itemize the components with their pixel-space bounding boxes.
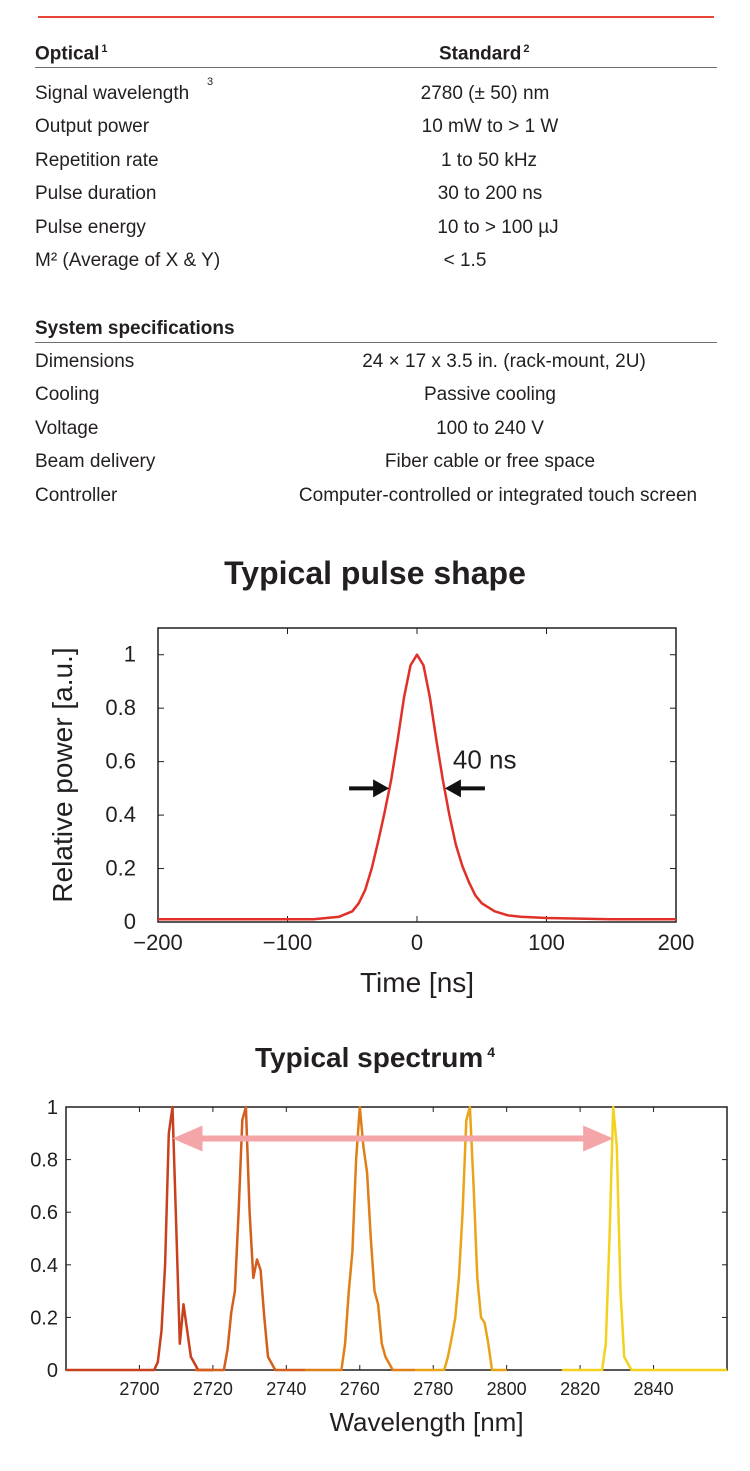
spec-value: 2780 (± 50) nm [420, 83, 550, 104]
system-table-header: System specifications [35, 310, 717, 343]
optical-row: Repetition rate 1 to 50 kHz [35, 143, 717, 176]
footnote-marker: 3 [207, 76, 214, 88]
optical-row: M² (Average of X & Y) < 1.5 [35, 243, 717, 276]
system-row: Dimensions 24 × 17 x 3.5 in. (rack-mount,… [35, 344, 717, 377]
optical-row: Output power 10 mW to > 1 W [35, 109, 717, 142]
spectrum-chart: 2700 2720 2740 2760 2780 2800 2820 2840 0 0.2 0.4 0… [30, 1097, 728, 1437]
standard-heading: Standard 2 [439, 43, 530, 65]
spec-value: < 1.5 [443, 249, 487, 271]
fwhm-annotation: 40 ns [453, 744, 517, 774]
y-tick-label: 0.8 [105, 695, 136, 720]
x-tick-label: 2820 [560, 1379, 600, 1399]
spec-value: 100 to 240 V [436, 417, 544, 439]
x-tick-label: 2700 [119, 1379, 159, 1399]
y-tick-label: 0.2 [30, 1307, 58, 1329]
x-tick-label: −100 [263, 930, 313, 955]
spectrum-peak-line [304, 1105, 415, 1372]
spec-label: Voltage [35, 417, 99, 439]
y-tick-label: 1 [124, 642, 136, 667]
spec-label: M² (Average of X & Y) [35, 249, 221, 271]
y-tick-label: 0.6 [30, 1202, 58, 1224]
spec-value: Fiber cable or free space [384, 451, 596, 473]
spec-label: Output power [35, 116, 150, 138]
system-row: Voltage 100 to 240 V [35, 411, 717, 444]
x-tick-label: 2800 [487, 1379, 527, 1399]
y-tick-label: 0 [47, 1360, 58, 1382]
spec-value: 10 to > 100 µJ [437, 216, 559, 238]
spec-label: Cooling [35, 384, 100, 406]
spec-value: 1 to 50 kHz [440, 149, 538, 171]
spectrum-peak-line [194, 1105, 305, 1372]
x-axis-label: Time [ns] [360, 967, 474, 998]
x-tick-label: 2740 [266, 1379, 306, 1399]
x-tick-label: 200 [658, 930, 695, 955]
system-heading: System specifications [35, 318, 235, 339]
spec-label: Dimensions [35, 351, 135, 372]
spec-value: Computer-controlled or integrated touch … [298, 484, 698, 506]
spec-label: Signal wavelength [35, 83, 190, 104]
spectrum-peak-line [66, 1105, 213, 1372]
y-axis-label: Relative power [a.u.] [47, 647, 78, 902]
x-tick-label: 2780 [413, 1379, 453, 1399]
y-tick-label: 0 [124, 909, 136, 934]
fwhm-arrowhead-left [373, 779, 390, 798]
pulse-shape-chart: −200 −100 0 100 200 0 0.2 0.4 0.6 0.8 1 Time [ns] Re… [47, 627, 695, 998]
optical-row: Pulse energy 10 to > 100 µJ [35, 210, 717, 243]
optical-table-header: Optical 1 Standard 2 [35, 35, 717, 68]
x-tick-label: 2760 [340, 1379, 380, 1399]
optical-row: Pulse duration 30 to 200 ns [35, 176, 717, 209]
x-tick-label: 2720 [193, 1379, 233, 1399]
spec-label: Repetition rate [35, 149, 159, 171]
spec-label: Controller [35, 484, 118, 506]
spectrum-peak-line [561, 1105, 727, 1372]
optical-row: Signal wavelength 3 2780 (± 50) nm [35, 76, 717, 109]
y-tick-label: 0.8 [30, 1150, 58, 1172]
top-accent-line [38, 16, 714, 18]
system-row: Controller Computer-controlled or integra… [35, 478, 717, 511]
system-row: Cooling Passive cooling [35, 377, 717, 410]
x-axis-label: Wavelength [nm] [329, 1407, 523, 1437]
y-tick-label: 0.6 [105, 749, 136, 774]
spec-value: 24 × 17 x 3.5 in. (rack-mount, 2U) [362, 351, 646, 372]
optical-heading: Optical 1 [35, 43, 108, 65]
tuning-arrowhead-left [172, 1125, 203, 1152]
optical-spec-table: Optical 1 Standard 2 Signal wavelength 3 278… [35, 35, 717, 276]
spec-label: Pulse energy [35, 216, 146, 238]
pulse-series-line [158, 653, 676, 921]
y-tick-label: 0.4 [105, 802, 136, 827]
tuning-arrowhead-right [583, 1125, 614, 1152]
system-spec-table: System specifications Dimensions 24 × 17 … [35, 310, 717, 511]
y-tick-label: 1 [47, 1097, 58, 1119]
spec-label: Pulse duration [35, 183, 157, 205]
x-tick-label: −200 [133, 930, 183, 955]
spec-value: Passive cooling [423, 384, 557, 406]
fwhm-arrowhead-right [444, 779, 461, 798]
pulse-chart-title: Typical pulse shape [224, 555, 526, 591]
spec-value: 10 mW to > 1 W [421, 116, 559, 138]
y-tick-label: 0.2 [105, 856, 136, 881]
x-tick-label: 100 [528, 930, 565, 955]
y-tick-label: 0.4 [30, 1255, 58, 1277]
spec-label: Beam delivery [35, 451, 156, 473]
spec-value: 30 to 200 ns [437, 183, 543, 205]
system-row: Beam delivery Fiber cable or free space [35, 444, 717, 477]
spectrum-peak-line [414, 1105, 507, 1372]
x-tick-label: 2840 [634, 1379, 674, 1399]
spectrum-chart-title: Typical spectrum 4 [254, 1042, 496, 1073]
plot-frame [157, 627, 677, 923]
x-tick-label: 0 [411, 930, 423, 955]
